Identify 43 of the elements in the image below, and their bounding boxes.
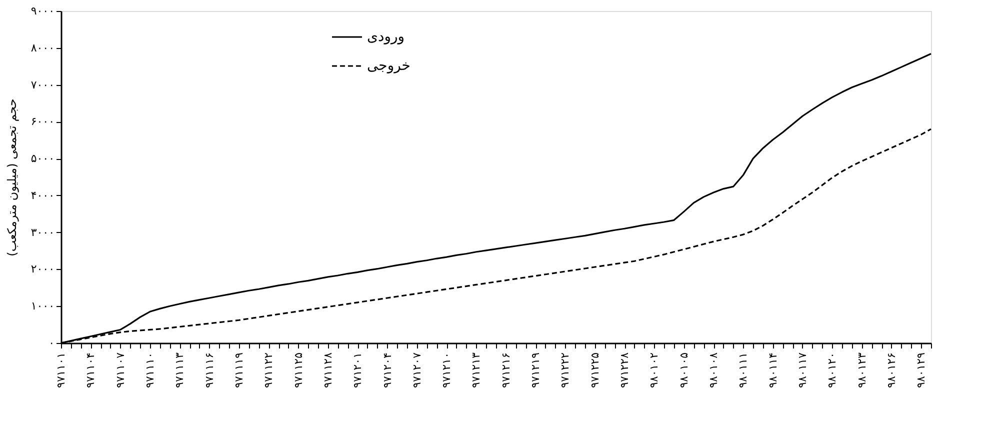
x-tick-label: ۹۷۱۲۱۳: [470, 352, 483, 388]
x-tick-label: ۹۷۱۲۱۹: [529, 352, 542, 388]
x-tick-label: ۹۷۱۱۲۸: [321, 352, 334, 388]
x-tick-label: ۹۸۰۱۲۳: [855, 352, 868, 388]
x-tick-label: ۹۸۰۱۰۵: [677, 352, 690, 388]
x-tick-label: ۹۷۱۱۲۵: [292, 352, 305, 388]
x-tick-label: ۹۷۱۲۲۸: [618, 352, 632, 388]
x-tick-label: ۹۷۱۲۰۴: [380, 352, 394, 388]
y-tick-label: ۸۰۰۰: [30, 41, 54, 54]
y-tick-label: ۱۰۰۰: [30, 300, 54, 313]
x-tick-label: ۹۷۱۲۰۱: [351, 352, 364, 388]
x-tick-label: ۹۸۰۱۱۱: [736, 352, 750, 388]
x-tick-label: ۹۷۱۲۱۶: [499, 352, 512, 388]
y-axis-title: حجم تجمعی (میلیون مترمکعب): [4, 98, 19, 256]
x-tick-label: ۹۷۱۱۰۷: [114, 352, 127, 388]
x-tick-label: ۹۷۱۱۱۹: [232, 352, 246, 388]
x-tick-label: ۹۷۱۱۲۲: [262, 352, 276, 388]
x-tick-label: ۹۷۱۱۰۱: [54, 352, 68, 388]
y-tick-label: ۹۰۰۰: [30, 4, 54, 18]
y-tick-label: ۳۰۰۰: [30, 226, 54, 239]
legend-label: خروجی: [367, 58, 410, 74]
y-tick-label: ۴۰۰۰: [30, 188, 54, 202]
x-tick-label: ۹۷۱۲۲۵: [588, 352, 602, 388]
x-tick-label: ۹۸۰۱۱۴: [766, 352, 780, 388]
y-tick-label: ۲۰۰۰: [30, 262, 54, 276]
x-tick-label: ۹۷۱۲۲۲: [558, 352, 572, 388]
x-tick-label: ۹۸۰۱۲۶: [884, 352, 898, 388]
x-tick-label: ۹۸۰۱۲۰: [826, 352, 839, 388]
y-tick-label: ۷۰۰۰: [30, 78, 54, 92]
x-tick-label: ۹۸۰۱۲۹: [914, 352, 928, 388]
x-tick-label: ۹۷۱۱۰۴: [84, 352, 98, 388]
x-tick-label: ۹۸۰۱۰۸: [707, 352, 720, 388]
x-tick-label: ۹۷۱۱۱۶: [202, 352, 216, 388]
x-tick-label: ۹۸۰۱۱۷: [796, 352, 809, 388]
x-tick-label: ۹۷۱۲۱۰: [440, 352, 454, 388]
y-tick-label: ۰: [48, 336, 54, 350]
x-tick-label: ۹۸۰۱۰۲: [648, 352, 661, 388]
x-tick-label: ۹۷۱۲۰۷: [410, 352, 424, 388]
y-tick-label: ۵۰۰۰: [30, 152, 54, 166]
legend-label: ورودی: [367, 29, 404, 45]
y-tick-label: ۶۰۰۰: [30, 115, 54, 128]
x-tick-label: ۹۷۱۱۱۰: [143, 352, 156, 388]
x-tick-label: ۹۷۱۱۱۳: [173, 352, 186, 388]
